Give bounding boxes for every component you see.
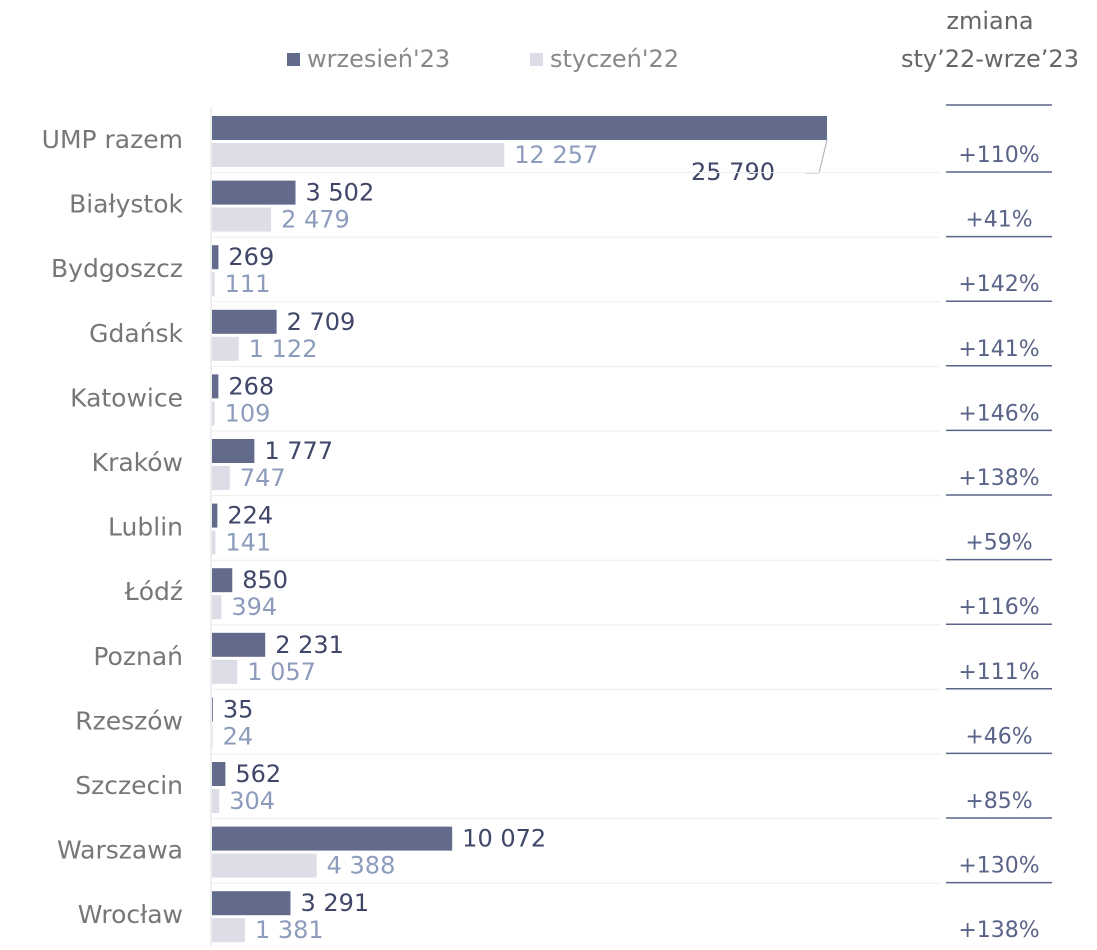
bar [212,401,215,426]
value-label: 269 [228,243,274,271]
bar [212,724,213,749]
bar [212,116,827,140]
value-label: 12 257 [514,141,598,169]
legend-label: wrzesień'23 [307,45,450,73]
change-label: +41% [965,208,1032,233]
value-label: 224 [227,502,273,530]
change-header: sty’22-wrze’23 [901,45,1079,73]
bar [212,789,220,813]
bar [212,659,238,684]
change-label: +138% [958,918,1039,943]
category-label: Szczecin [75,771,183,800]
value-label: 1 777 [264,437,333,465]
bar [212,180,296,205]
category-label: Gdańsk [89,319,183,348]
category-label: Wrocław [78,900,183,929]
bar [212,374,219,399]
bar [212,918,245,943]
bar [212,207,272,232]
value-label: 1 057 [247,658,316,686]
legend-swatch [287,53,300,66]
bar [212,309,277,334]
category-label: Lublin [108,513,183,542]
category-label: Warszawa [57,836,183,865]
value-label: 2 231 [275,631,344,659]
change-label: +85% [965,789,1032,814]
change-label: +111% [958,660,1039,685]
category-label: Białystok [69,190,183,219]
change-label: +138% [958,466,1039,491]
value-label: 304 [229,787,275,815]
bar [212,891,291,916]
category-label: Bydgoszcz [51,254,183,283]
value-label: 268 [228,372,274,400]
value-label: 1 122 [249,335,318,363]
bar [212,466,230,490]
value-label: 394 [231,593,277,621]
category-label: Poznań [93,642,183,671]
category-label: Kraków [92,448,183,477]
bar [212,336,239,361]
change-label: +46% [965,724,1032,749]
value-label: 25 790 [691,158,775,186]
category-label: Rzeszów [75,706,183,735]
bar [212,568,233,593]
change-header: zmiana [946,7,1033,35]
change-label: +59% [965,531,1032,556]
bar [212,530,216,555]
change-label: +130% [958,854,1039,879]
value-label: 109 [225,399,271,427]
bar [212,595,222,620]
bar [212,503,218,528]
category-label: UMP razem [42,125,183,154]
bar [212,826,453,851]
bar [212,762,226,786]
change-label: +142% [958,272,1039,297]
change-label: +146% [958,401,1039,426]
value-label: 2 709 [287,308,356,336]
value-label: 747 [240,464,286,492]
value-label: 2 479 [281,206,350,234]
value-label: 24 [223,722,254,750]
value-label: 3 291 [300,889,369,917]
value-label: 562 [235,760,281,788]
value-label: 10 072 [462,825,546,853]
value-label: 850 [242,566,288,594]
value-label: 3 502 [306,179,375,207]
bar [212,272,215,297]
bar [212,245,219,270]
change-label: +110% [958,143,1039,168]
value-label: 111 [225,270,271,298]
leader-line [805,139,828,174]
category-label: Łódź [124,577,183,606]
change-label: +116% [958,595,1039,620]
bar [212,697,213,722]
value-label: 141 [225,529,271,557]
legend-label: styczeń'22 [550,45,679,73]
bar [212,439,255,463]
bar [212,853,317,878]
bar [212,143,505,167]
bar [212,632,266,657]
value-label: 1 381 [255,916,324,944]
legend-swatch [530,53,543,66]
category-label: Katowice [70,383,183,412]
change-label: +141% [958,337,1039,362]
value-label: 35 [223,695,254,723]
value-label: 4 388 [327,852,396,880]
